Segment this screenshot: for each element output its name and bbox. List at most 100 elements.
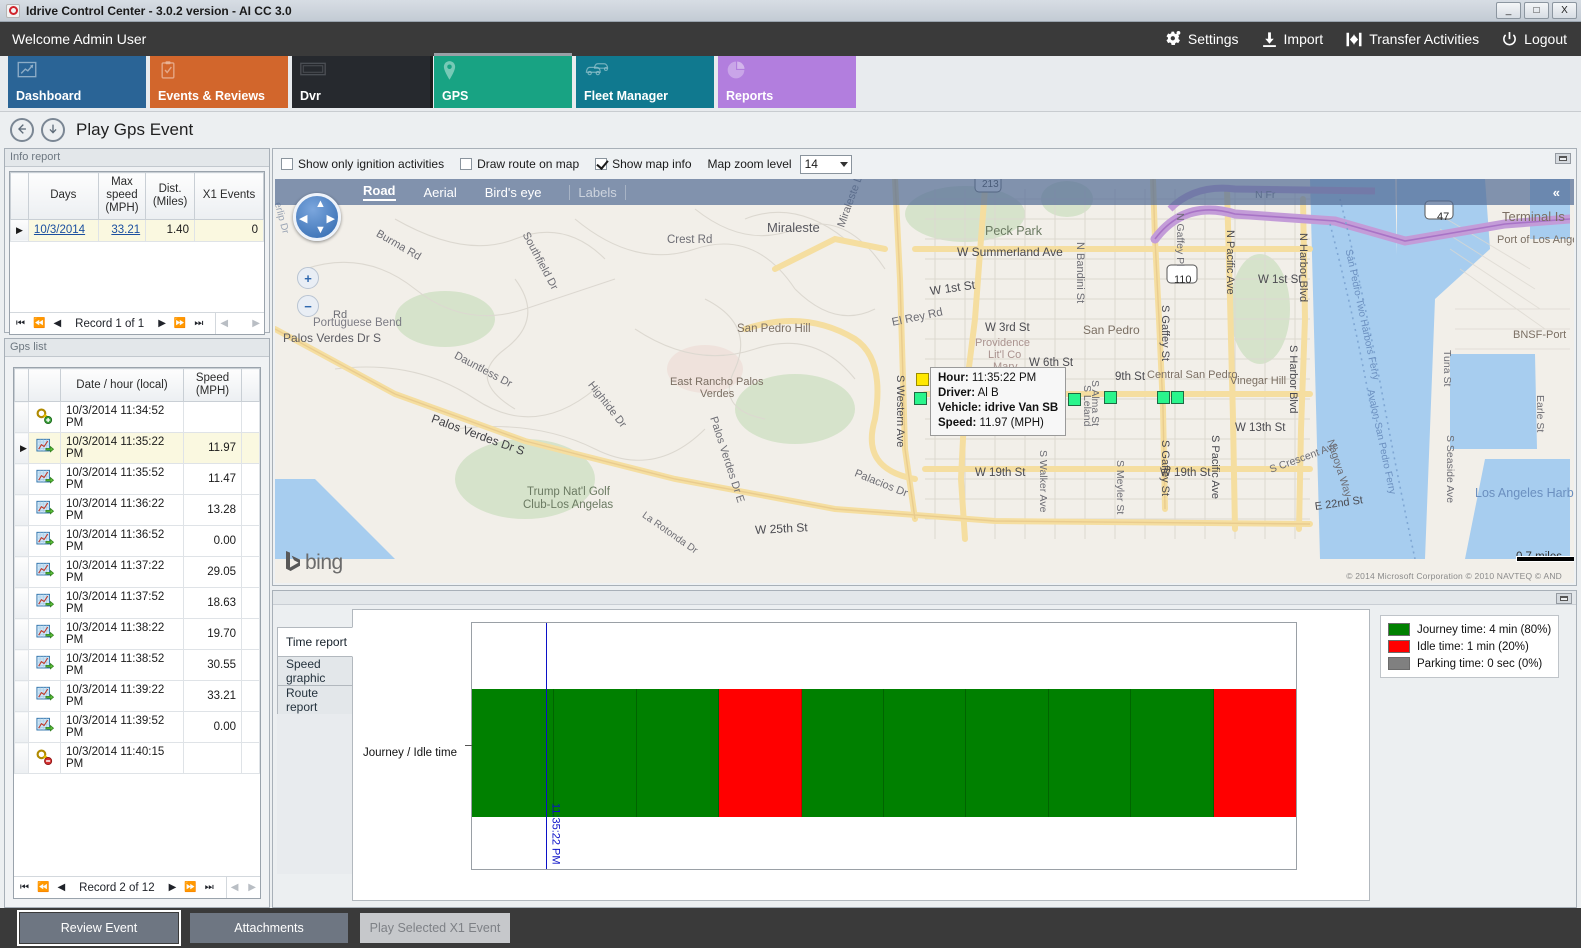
cell-datetime: 10/3/2014 11:37:52 PM — [60, 587, 184, 620]
next-record-button[interactable]: ▶ — [158, 318, 166, 329]
map-zoom-out-button[interactable]: − — [297, 295, 319, 317]
table-row[interactable]: 10/3/2014 11:34:52 PM — [14, 401, 260, 434]
col-dist[interactable]: Dist. (Miles) — [145, 172, 195, 220]
map-marker-point[interactable] — [1171, 391, 1184, 404]
minimize-button[interactable]: _ — [1496, 2, 1521, 19]
first-record-button[interactable]: ⏮ — [16, 318, 25, 329]
nav-tile-reports[interactable]: Reports — [718, 56, 856, 108]
info-report-grid[interactable]: Days Max speed (MPH) Dist. (Miles) — [9, 171, 265, 335]
prev-record-button[interactable]: ◀ — [57, 882, 66, 893]
table-row[interactable]: 10/3/2014 11:35:52 PM 11.47 — [14, 463, 260, 496]
table-row[interactable]: 10/3/2014 11:36:52 PM 0.00 — [14, 525, 260, 558]
map-marker-point[interactable] — [914, 392, 927, 405]
chart-cursor-line[interactable] — [546, 623, 548, 869]
time-report-chart[interactable]: Journey / Idle time 11:35:22 PM — [352, 609, 1370, 901]
table-row[interactable]: 10/3/2014 11:40:15 PM — [14, 742, 260, 775]
prev-record-button[interactable]: ◀ — [53, 318, 62, 329]
window-controls[interactable]: _ □ X — [1496, 2, 1577, 19]
col-x1-events[interactable]: X1 Events — [193, 172, 265, 220]
map-zoom-in-button[interactable]: + — [297, 267, 319, 289]
next-page-button[interactable]: ⏩ — [184, 882, 197, 893]
maximize-button[interactable]: □ — [1524, 2, 1549, 19]
gps-point-icon — [28, 556, 61, 589]
map-pan-control[interactable]: ▲ ▼ ◀ ▶ — [293, 193, 341, 241]
pan-up-icon[interactable]: ▲ — [315, 198, 326, 210]
table-row[interactable]: 10/3/2014 11:37:22 PM 29.05 — [14, 556, 260, 589]
hscroll-right[interactable]: ▶ — [252, 318, 260, 329]
table-row[interactable]: 10/3/2014 11:36:22 PM 13.28 — [14, 494, 260, 527]
nav-tile-events-reviews[interactable]: Events & Reviews — [150, 56, 288, 108]
map-marker-current[interactable] — [916, 373, 929, 386]
next-record-button[interactable]: ▶ — [168, 882, 177, 893]
bing-wordmark: bing — [305, 550, 343, 574]
back-button[interactable] — [10, 118, 34, 142]
info-report-table: Days Max speed (MPH) Dist. (Miles) — [10, 172, 265, 242]
hscroll-left[interactable]: ◀ — [220, 318, 229, 329]
map-view-road[interactable]: Road — [363, 183, 396, 201]
table-row[interactable]: 10/3/2014 11:38:22 PM 19.70 — [14, 618, 260, 651]
col-days[interactable]: Days — [27, 172, 99, 220]
show-map-info-checkbox[interactable]: Show map info — [595, 157, 692, 171]
table-row[interactable]: ▶ 10/3/2014 11:35:22 PM 11.97 — [14, 432, 260, 465]
next-page-button[interactable]: ⏩ — [173, 318, 187, 329]
download-page-button[interactable] — [41, 118, 65, 142]
col-speed[interactable]: Speed (MPH) — [183, 368, 242, 403]
pan-right-icon[interactable]: ▶ — [326, 213, 335, 225]
prev-page-button[interactable]: ⏪ — [37, 882, 50, 893]
map-marker-point[interactable] — [1104, 391, 1117, 404]
table-row[interactable]: ▶ 10/3/2014 33.21 1.40 0 — [10, 218, 265, 242]
map-panel: Show only ignition activities Draw route… — [272, 148, 1577, 586]
transfer-activities-button[interactable]: Transfer Activities — [1345, 30, 1479, 49]
map-view-birds-eye[interactable]: Bird's eye — [484, 184, 542, 200]
tab-route-report[interactable]: Route report — [277, 685, 353, 715]
map-marker-point[interactable] — [1068, 393, 1081, 406]
hscroll-left[interactable]: ◀ — [230, 882, 239, 893]
settings-button[interactable]: Settings — [1163, 30, 1239, 49]
nav-tile-dashboard[interactable]: Dashboard — [8, 56, 146, 108]
first-record-button[interactable]: ⏮ — [20, 882, 29, 893]
nav-tile-gps[interactable]: GPS — [430, 53, 572, 108]
bing-logo[interactable]: bing — [285, 550, 343, 575]
pan-down-icon[interactable]: ▼ — [315, 224, 326, 236]
hscroll-right[interactable]: ▶ — [248, 882, 256, 893]
col-datetime[interactable]: Date / hour (local) — [60, 368, 184, 403]
attachments-button[interactable]: Attachments — [190, 913, 348, 943]
map-zoom-select[interactable]: 14 — [799, 154, 852, 174]
last-record-button[interactable]: ⏭ — [204, 882, 214, 893]
tooltip-hour-label: Hour: — [938, 372, 969, 384]
tab-time-report[interactable]: Time report — [277, 627, 353, 657]
draw-route-checkbox[interactable]: Draw route on map — [460, 157, 579, 171]
map-view-aerial[interactable]: Aerial — [423, 184, 457, 200]
map-toolbar-collapse[interactable]: « — [1552, 184, 1560, 200]
map-collapse-button[interactable] — [1555, 153, 1571, 164]
tooltip-vehicle-value: idrive Van SB — [984, 401, 1059, 414]
review-event-button[interactable]: Review Event — [17, 910, 181, 946]
cell-days[interactable]: 10/3/2014 — [27, 218, 99, 242]
tab-speed-graphic[interactable]: Speed graphic — [277, 656, 353, 686]
map-marker-point[interactable] — [1157, 391, 1170, 404]
play-selected-x1-event-button[interactable]: Play Selected X1 Event — [360, 913, 510, 943]
nav-tile-dvr[interactable]: Dvr — [292, 56, 430, 108]
close-button[interactable]: X — [1552, 2, 1577, 19]
checkbox-icon — [460, 158, 473, 170]
pan-left-icon[interactable]: ◀ — [299, 213, 308, 225]
time-report-panel: Time report Speed graphic Route report J… — [272, 590, 1577, 908]
map-view-labels[interactable]: Labels — [569, 184, 626, 200]
gps-list-grid[interactable]: Date / hour (local) Speed (MPH) 10/3/201… — [13, 367, 261, 899]
table-row[interactable]: 10/3/2014 11:39:22 PM 33.21 — [14, 680, 260, 713]
col-max-speed[interactable]: Max speed (MPH) — [97, 172, 147, 220]
logout-button[interactable]: Logout — [1501, 30, 1567, 49]
prev-page-button[interactable]: ⏪ — [33, 318, 46, 329]
nav-tile-fleet-manager[interactable]: Fleet Manager — [576, 56, 714, 108]
chart-collapse-button[interactable] — [1556, 593, 1572, 604]
cell-spacer — [241, 463, 260, 496]
last-record-button[interactable]: ⏭ — [194, 318, 204, 329]
show-only-ignition-checkbox[interactable]: Show only ignition activities — [281, 157, 444, 171]
import-button[interactable]: Import — [1261, 30, 1323, 49]
table-row[interactable]: 10/3/2014 11:37:52 PM 18.63 — [14, 587, 260, 620]
record-counter: Record 1 of 1 — [75, 317, 145, 330]
gps-point-icon — [28, 432, 61, 465]
table-row[interactable]: 10/3/2014 11:39:52 PM 0.00 — [14, 711, 260, 744]
table-row[interactable]: 10/3/2014 11:38:52 PM 30.55 — [14, 649, 260, 682]
